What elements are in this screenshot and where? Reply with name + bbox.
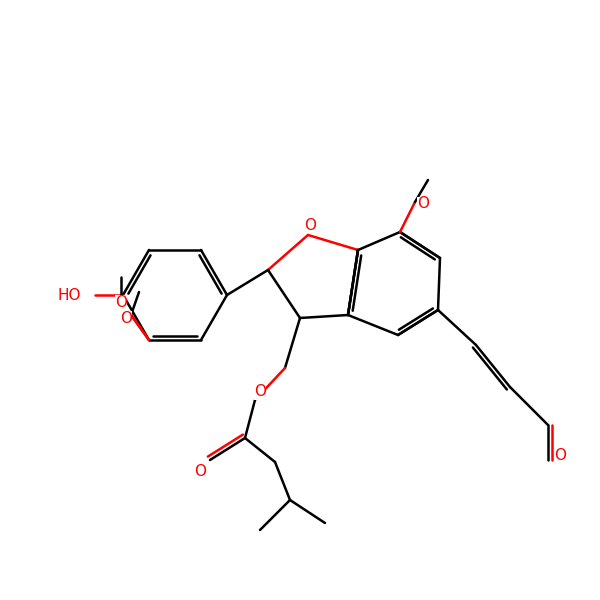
Text: O: O — [304, 217, 316, 232]
Text: O: O — [554, 448, 566, 463]
Text: O: O — [417, 196, 429, 211]
Text: O: O — [120, 311, 132, 326]
Text: O: O — [254, 385, 266, 400]
Text: HO: HO — [58, 287, 81, 302]
Text: O: O — [115, 295, 127, 310]
Text: O: O — [194, 464, 206, 479]
